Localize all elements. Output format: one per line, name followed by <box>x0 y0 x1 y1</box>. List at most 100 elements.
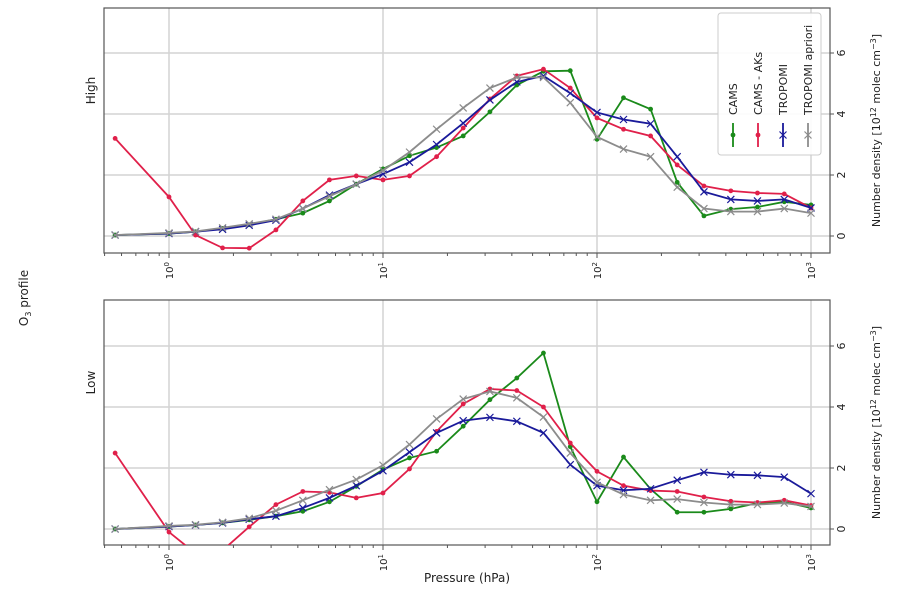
panel-label: Low <box>84 371 98 395</box>
data-point <box>621 95 626 101</box>
data-point <box>593 132 601 141</box>
data-point <box>621 454 626 460</box>
data-point <box>353 173 359 179</box>
data-point <box>487 109 493 115</box>
data-point <box>379 461 387 470</box>
data-point <box>487 397 493 403</box>
y-label-text: Number density [10 <box>870 409 883 519</box>
y-axis-label: Number density [1012 molec cm−3] <box>869 34 883 227</box>
data-point <box>593 478 601 487</box>
x-tick-exp: 3 <box>805 554 813 558</box>
data-point <box>407 153 412 159</box>
data-point <box>753 471 762 480</box>
data-point <box>460 401 466 407</box>
data-point <box>112 136 118 141</box>
series-line-tropomi-apriori <box>115 390 812 530</box>
x-tick-base: 10 <box>593 558 604 571</box>
x-tick-label: 103 <box>805 262 818 279</box>
data-point <box>726 470 735 479</box>
x-tick-exp: 2 <box>591 262 599 266</box>
series-line-cams-aks <box>114 388 812 545</box>
legend-box <box>717 12 822 156</box>
y-tick-label: 4 <box>835 111 848 118</box>
x-tick-exp: 1 <box>377 554 385 558</box>
data-point <box>541 404 546 410</box>
data-point <box>486 84 494 92</box>
data-point <box>673 476 682 485</box>
data-point <box>512 417 521 426</box>
data-point <box>780 195 789 204</box>
data-point <box>486 413 494 422</box>
figure-row-label: O3 profile <box>17 270 33 326</box>
data-point <box>755 190 760 196</box>
y-axis-label: Number density [1012 molec cm−3] <box>869 326 883 519</box>
data-point <box>753 207 762 216</box>
data-point <box>566 98 575 107</box>
data-point <box>300 489 306 494</box>
y-tick-label: 0 <box>835 233 848 240</box>
data-point <box>111 231 120 240</box>
y-label-text: molec cm <box>870 342 883 399</box>
panel-label: High <box>84 77 98 105</box>
data-point <box>165 522 173 530</box>
data-point <box>674 489 680 494</box>
series-group <box>111 66 815 251</box>
data-point <box>646 484 655 493</box>
y-tick-label: 2 <box>835 172 848 179</box>
data-point <box>594 499 600 505</box>
data-point <box>539 429 548 437</box>
y-tick-label: 4 <box>835 404 848 411</box>
data-point <box>674 179 680 185</box>
data-point <box>726 500 735 509</box>
data-point <box>434 448 439 454</box>
y-tick-label: 6 <box>835 343 848 350</box>
data-point <box>567 85 573 91</box>
data-point <box>648 133 653 139</box>
data-point <box>246 245 252 251</box>
series-group <box>111 350 815 553</box>
data-point <box>220 548 225 553</box>
data-point <box>405 158 414 167</box>
data-point <box>298 504 307 512</box>
data-point <box>352 180 361 189</box>
data-point <box>700 498 708 507</box>
data-point <box>593 108 601 117</box>
data-point <box>218 223 227 232</box>
data-point <box>701 183 707 189</box>
data-point <box>701 213 707 219</box>
data-point <box>325 493 334 502</box>
legend-label: TROPOMI <box>777 64 790 116</box>
data-point <box>621 126 626 132</box>
data-point <box>780 499 789 507</box>
data-point <box>327 177 332 183</box>
data-point <box>566 449 575 457</box>
data-point <box>459 395 468 403</box>
data-point <box>111 525 120 533</box>
data-point <box>166 529 172 535</box>
x-tick-base: 10 <box>593 266 604 279</box>
data-point <box>619 145 628 153</box>
legend-label: CAMS <box>727 83 740 115</box>
x-tick-label: 101 <box>377 262 390 279</box>
data-point <box>780 473 789 482</box>
data-point <box>220 245 225 251</box>
data-point <box>327 198 332 204</box>
data-point <box>567 68 573 74</box>
data-point <box>539 413 548 421</box>
data-point <box>594 468 600 474</box>
legend: CAMS CAMS - AKs TROPOMI TROPOMI apriori <box>717 12 822 156</box>
y-label-exp: −3 <box>869 330 878 342</box>
data-point <box>621 483 626 489</box>
data-point <box>218 518 227 527</box>
x-tick-label: 100 <box>163 262 176 279</box>
data-point <box>273 227 279 233</box>
data-point <box>166 194 172 200</box>
data-point <box>407 455 412 461</box>
data-point <box>701 494 707 500</box>
data-point <box>273 502 279 507</box>
data-point <box>673 152 682 161</box>
data-point <box>380 177 386 183</box>
data-point <box>405 448 414 457</box>
data-point <box>300 198 306 204</box>
